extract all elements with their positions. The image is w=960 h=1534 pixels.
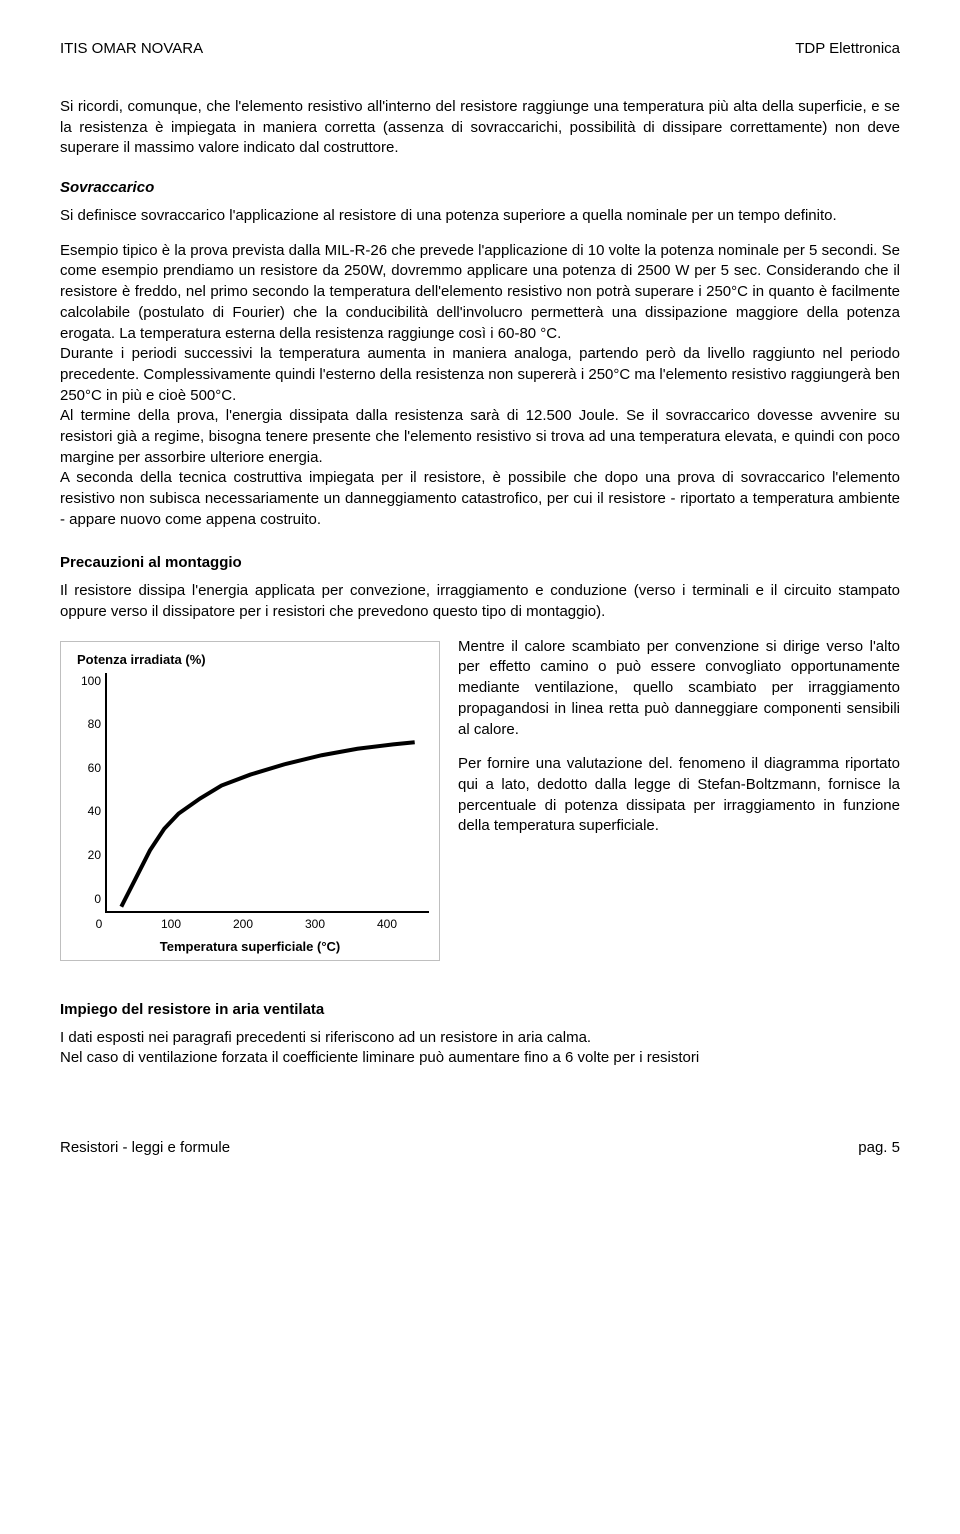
precauzioni-p1: Il resistore dissipa l'energia applicata… — [60, 581, 900, 622]
header-left: ITIS OMAR NOVARA — [60, 40, 203, 57]
sovraccarico-p5: A seconda della tecnica costruttiva impi… — [60, 468, 900, 530]
chart-ytick: 0 — [94, 892, 101, 906]
chart-yaxis: 0 20 40 60 80 100 — [71, 673, 105, 913]
chart-canvas — [105, 673, 429, 913]
sovraccarico-p3: Durante i periodi successivi la temperat… — [60, 344, 900, 406]
chart-xaxis: 0100200300400 — [105, 917, 429, 933]
footer-right: pag. 5 — [858, 1139, 900, 1156]
intro-paragraph: Si ricordi, comunque, che l'elemento res… — [60, 97, 900, 159]
radiated-power-chart: Potenza irradiata (%) 0 20 40 60 80 100 01002… — [60, 641, 440, 961]
chart-ylabel: Potenza irradiata (%) — [77, 652, 429, 667]
chart-and-text-block: Potenza irradiata (%) 0 20 40 60 80 100 01002… — [60, 637, 900, 971]
document-page: ITIS OMAR NOVARA TDP Elettronica Si rico… — [0, 0, 960, 1196]
footer-left: Resistori - leggi e formule — [60, 1139, 230, 1156]
sovraccarico-p2: Esempio tipico è la prova prevista dalla… — [60, 241, 900, 344]
sovraccarico-heading: Sovraccarico — [60, 179, 900, 196]
chart-ytick: 60 — [88, 761, 101, 775]
chart-xlabel: Temperatura superficiale (°C) — [71, 939, 429, 954]
impiego-heading: Impiego del resistore in aria ventilata — [60, 1001, 900, 1018]
chart-curve-svg — [107, 673, 429, 911]
impiego-p2: Nel caso di ventilazione forzata il coef… — [60, 1048, 900, 1069]
impiego-p1: I dati esposti nei paragrafi precedenti … — [60, 1028, 900, 1049]
chart-ytick: 100 — [81, 674, 101, 688]
sovraccarico-p4: Al termine della prova, l'energia dissip… — [60, 406, 900, 468]
page-footer: Resistori - leggi e formule pag. 5 — [60, 1139, 900, 1156]
chart-plot-area: 0 20 40 60 80 100 — [71, 673, 429, 913]
page-header: ITIS OMAR NOVARA TDP Elettronica — [60, 40, 900, 57]
precauzioni-heading: Precauzioni al montaggio — [60, 554, 900, 571]
sovraccarico-p1: Si definisce sovraccarico l'applicazione… — [60, 206, 900, 227]
header-right: TDP Elettronica — [795, 40, 900, 57]
chart-ytick: 80 — [88, 717, 101, 731]
chart-ytick: 20 — [88, 848, 101, 862]
chart-ytick: 40 — [88, 804, 101, 818]
